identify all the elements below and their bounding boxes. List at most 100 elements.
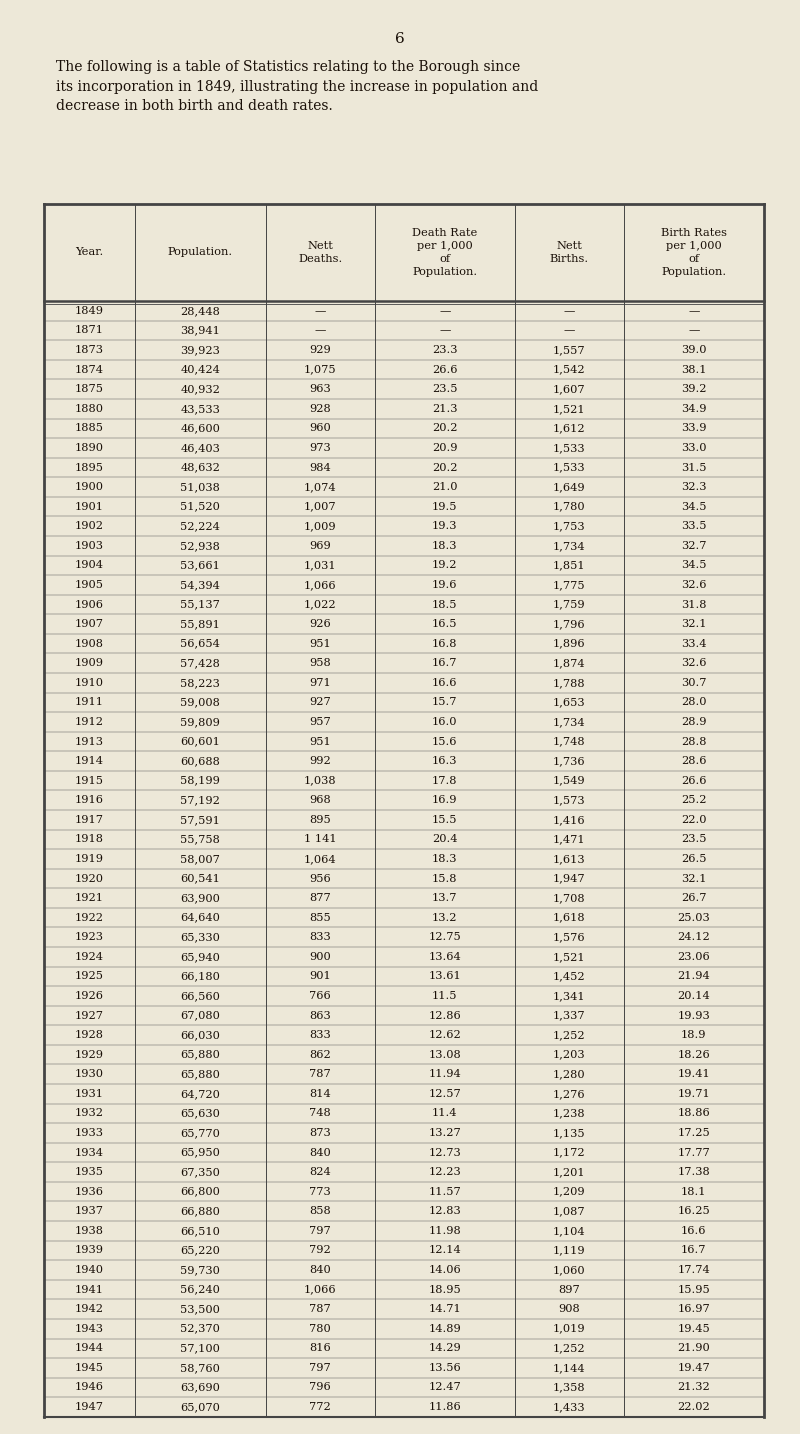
Text: 12.57: 12.57: [428, 1088, 461, 1098]
Text: 11.94: 11.94: [428, 1070, 461, 1080]
Text: 766: 766: [310, 991, 331, 1001]
Text: 22.02: 22.02: [678, 1402, 710, 1412]
Text: 1,542: 1,542: [553, 364, 586, 374]
Text: 1,104: 1,104: [553, 1226, 586, 1236]
Text: 1,573: 1,573: [553, 796, 586, 806]
Text: 65,950: 65,950: [180, 1147, 220, 1157]
Text: 12.47: 12.47: [428, 1382, 461, 1392]
Text: 1913: 1913: [74, 737, 104, 747]
Text: 16.5: 16.5: [432, 619, 458, 630]
Text: 1939: 1939: [74, 1245, 104, 1255]
Text: 28,448: 28,448: [180, 305, 220, 315]
Text: 1,009: 1,009: [304, 521, 337, 531]
Text: 56,654: 56,654: [180, 638, 220, 648]
Text: 6: 6: [395, 32, 405, 46]
Text: 67,350: 67,350: [180, 1167, 220, 1177]
Text: 65,220: 65,220: [180, 1245, 220, 1255]
Text: 30.7: 30.7: [681, 678, 706, 688]
Text: 1,075: 1,075: [304, 364, 337, 374]
Text: 12.23: 12.23: [428, 1167, 461, 1177]
Text: 53,661: 53,661: [180, 561, 220, 571]
Text: 58,760: 58,760: [180, 1362, 220, 1372]
Text: 773: 773: [310, 1187, 331, 1197]
Text: 1911: 1911: [74, 697, 104, 707]
Text: 1,521: 1,521: [553, 404, 586, 414]
Text: 1926: 1926: [74, 991, 104, 1001]
Text: 16.9: 16.9: [432, 796, 458, 806]
Text: 1,788: 1,788: [553, 678, 586, 688]
Text: 1915: 1915: [74, 776, 104, 786]
Text: 1923: 1923: [74, 932, 104, 942]
Text: 877: 877: [310, 893, 331, 903]
Text: 897: 897: [558, 1285, 580, 1295]
Text: 1849: 1849: [74, 305, 104, 315]
Text: —: —: [314, 305, 326, 315]
Text: 19.2: 19.2: [432, 561, 458, 571]
Text: 21.94: 21.94: [678, 971, 710, 981]
Text: 65,770: 65,770: [180, 1129, 220, 1139]
Text: 59,730: 59,730: [180, 1265, 220, 1275]
Text: 1,874: 1,874: [553, 658, 586, 668]
Text: 1909: 1909: [74, 658, 104, 668]
Text: 1,341: 1,341: [553, 991, 586, 1001]
Text: 1874: 1874: [74, 364, 104, 374]
Text: 1933: 1933: [74, 1129, 104, 1139]
Text: Death Rate
per 1,000
of
Population.: Death Rate per 1,000 of Population.: [412, 228, 478, 277]
Text: 23.5: 23.5: [432, 384, 458, 394]
Text: 19.93: 19.93: [678, 1011, 710, 1021]
Text: 11.86: 11.86: [428, 1402, 461, 1412]
Text: 26.6: 26.6: [681, 776, 706, 786]
Text: 66,560: 66,560: [180, 991, 220, 1001]
Text: 54,394: 54,394: [180, 579, 220, 589]
Text: 16.3: 16.3: [432, 756, 458, 766]
Text: 33.0: 33.0: [681, 443, 706, 453]
Text: 1912: 1912: [74, 717, 104, 727]
Text: 1935: 1935: [74, 1167, 104, 1177]
Text: 14.71: 14.71: [428, 1304, 461, 1314]
Text: 16.8: 16.8: [432, 638, 458, 648]
Text: 863: 863: [310, 1011, 331, 1021]
Text: 52,370: 52,370: [180, 1324, 220, 1334]
Text: 1,252: 1,252: [553, 1030, 586, 1040]
Text: 51,520: 51,520: [180, 502, 220, 512]
Text: 1,708: 1,708: [553, 893, 586, 903]
Text: 833: 833: [310, 932, 331, 942]
Text: 1,144: 1,144: [553, 1362, 586, 1372]
Text: 1,337: 1,337: [553, 1011, 586, 1021]
Text: 1,557: 1,557: [553, 346, 586, 356]
Text: 1,533: 1,533: [553, 463, 586, 473]
Text: 52,224: 52,224: [180, 521, 220, 531]
Text: 57,100: 57,100: [180, 1344, 220, 1354]
Text: 60,541: 60,541: [180, 873, 220, 883]
Text: 13.27: 13.27: [428, 1129, 461, 1139]
Text: 1,653: 1,653: [553, 697, 586, 707]
Text: 858: 858: [310, 1206, 331, 1216]
Text: 1,252: 1,252: [553, 1344, 586, 1354]
Text: 1,734: 1,734: [553, 717, 586, 727]
Text: 13.2: 13.2: [432, 912, 458, 922]
Text: 969: 969: [310, 541, 331, 551]
Text: 1,576: 1,576: [553, 932, 586, 942]
Text: 1927: 1927: [74, 1011, 104, 1021]
Text: 12.14: 12.14: [428, 1245, 461, 1255]
Text: Birth Rates
per 1,000
of
Population.: Birth Rates per 1,000 of Population.: [661, 228, 727, 277]
Text: 60,601: 60,601: [180, 737, 220, 747]
Text: 18.9: 18.9: [681, 1030, 706, 1040]
Text: 34.9: 34.9: [681, 404, 706, 414]
Text: 66,800: 66,800: [180, 1187, 220, 1197]
Text: 34.5: 34.5: [681, 561, 706, 571]
Text: Nett
Births.: Nett Births.: [550, 241, 589, 264]
Text: 32.1: 32.1: [681, 619, 706, 630]
Text: —: —: [439, 305, 450, 315]
Text: 1932: 1932: [74, 1108, 104, 1119]
Text: 22.0: 22.0: [681, 815, 706, 825]
Text: 1943: 1943: [74, 1324, 104, 1334]
Text: 19.5: 19.5: [432, 502, 458, 512]
Text: 64,640: 64,640: [180, 912, 220, 922]
Text: 833: 833: [310, 1030, 331, 1040]
Text: 51,038: 51,038: [180, 482, 220, 492]
Text: 895: 895: [310, 815, 331, 825]
Text: 26.7: 26.7: [681, 893, 706, 903]
Text: 48,632: 48,632: [180, 463, 220, 473]
Text: 24.12: 24.12: [678, 932, 710, 942]
